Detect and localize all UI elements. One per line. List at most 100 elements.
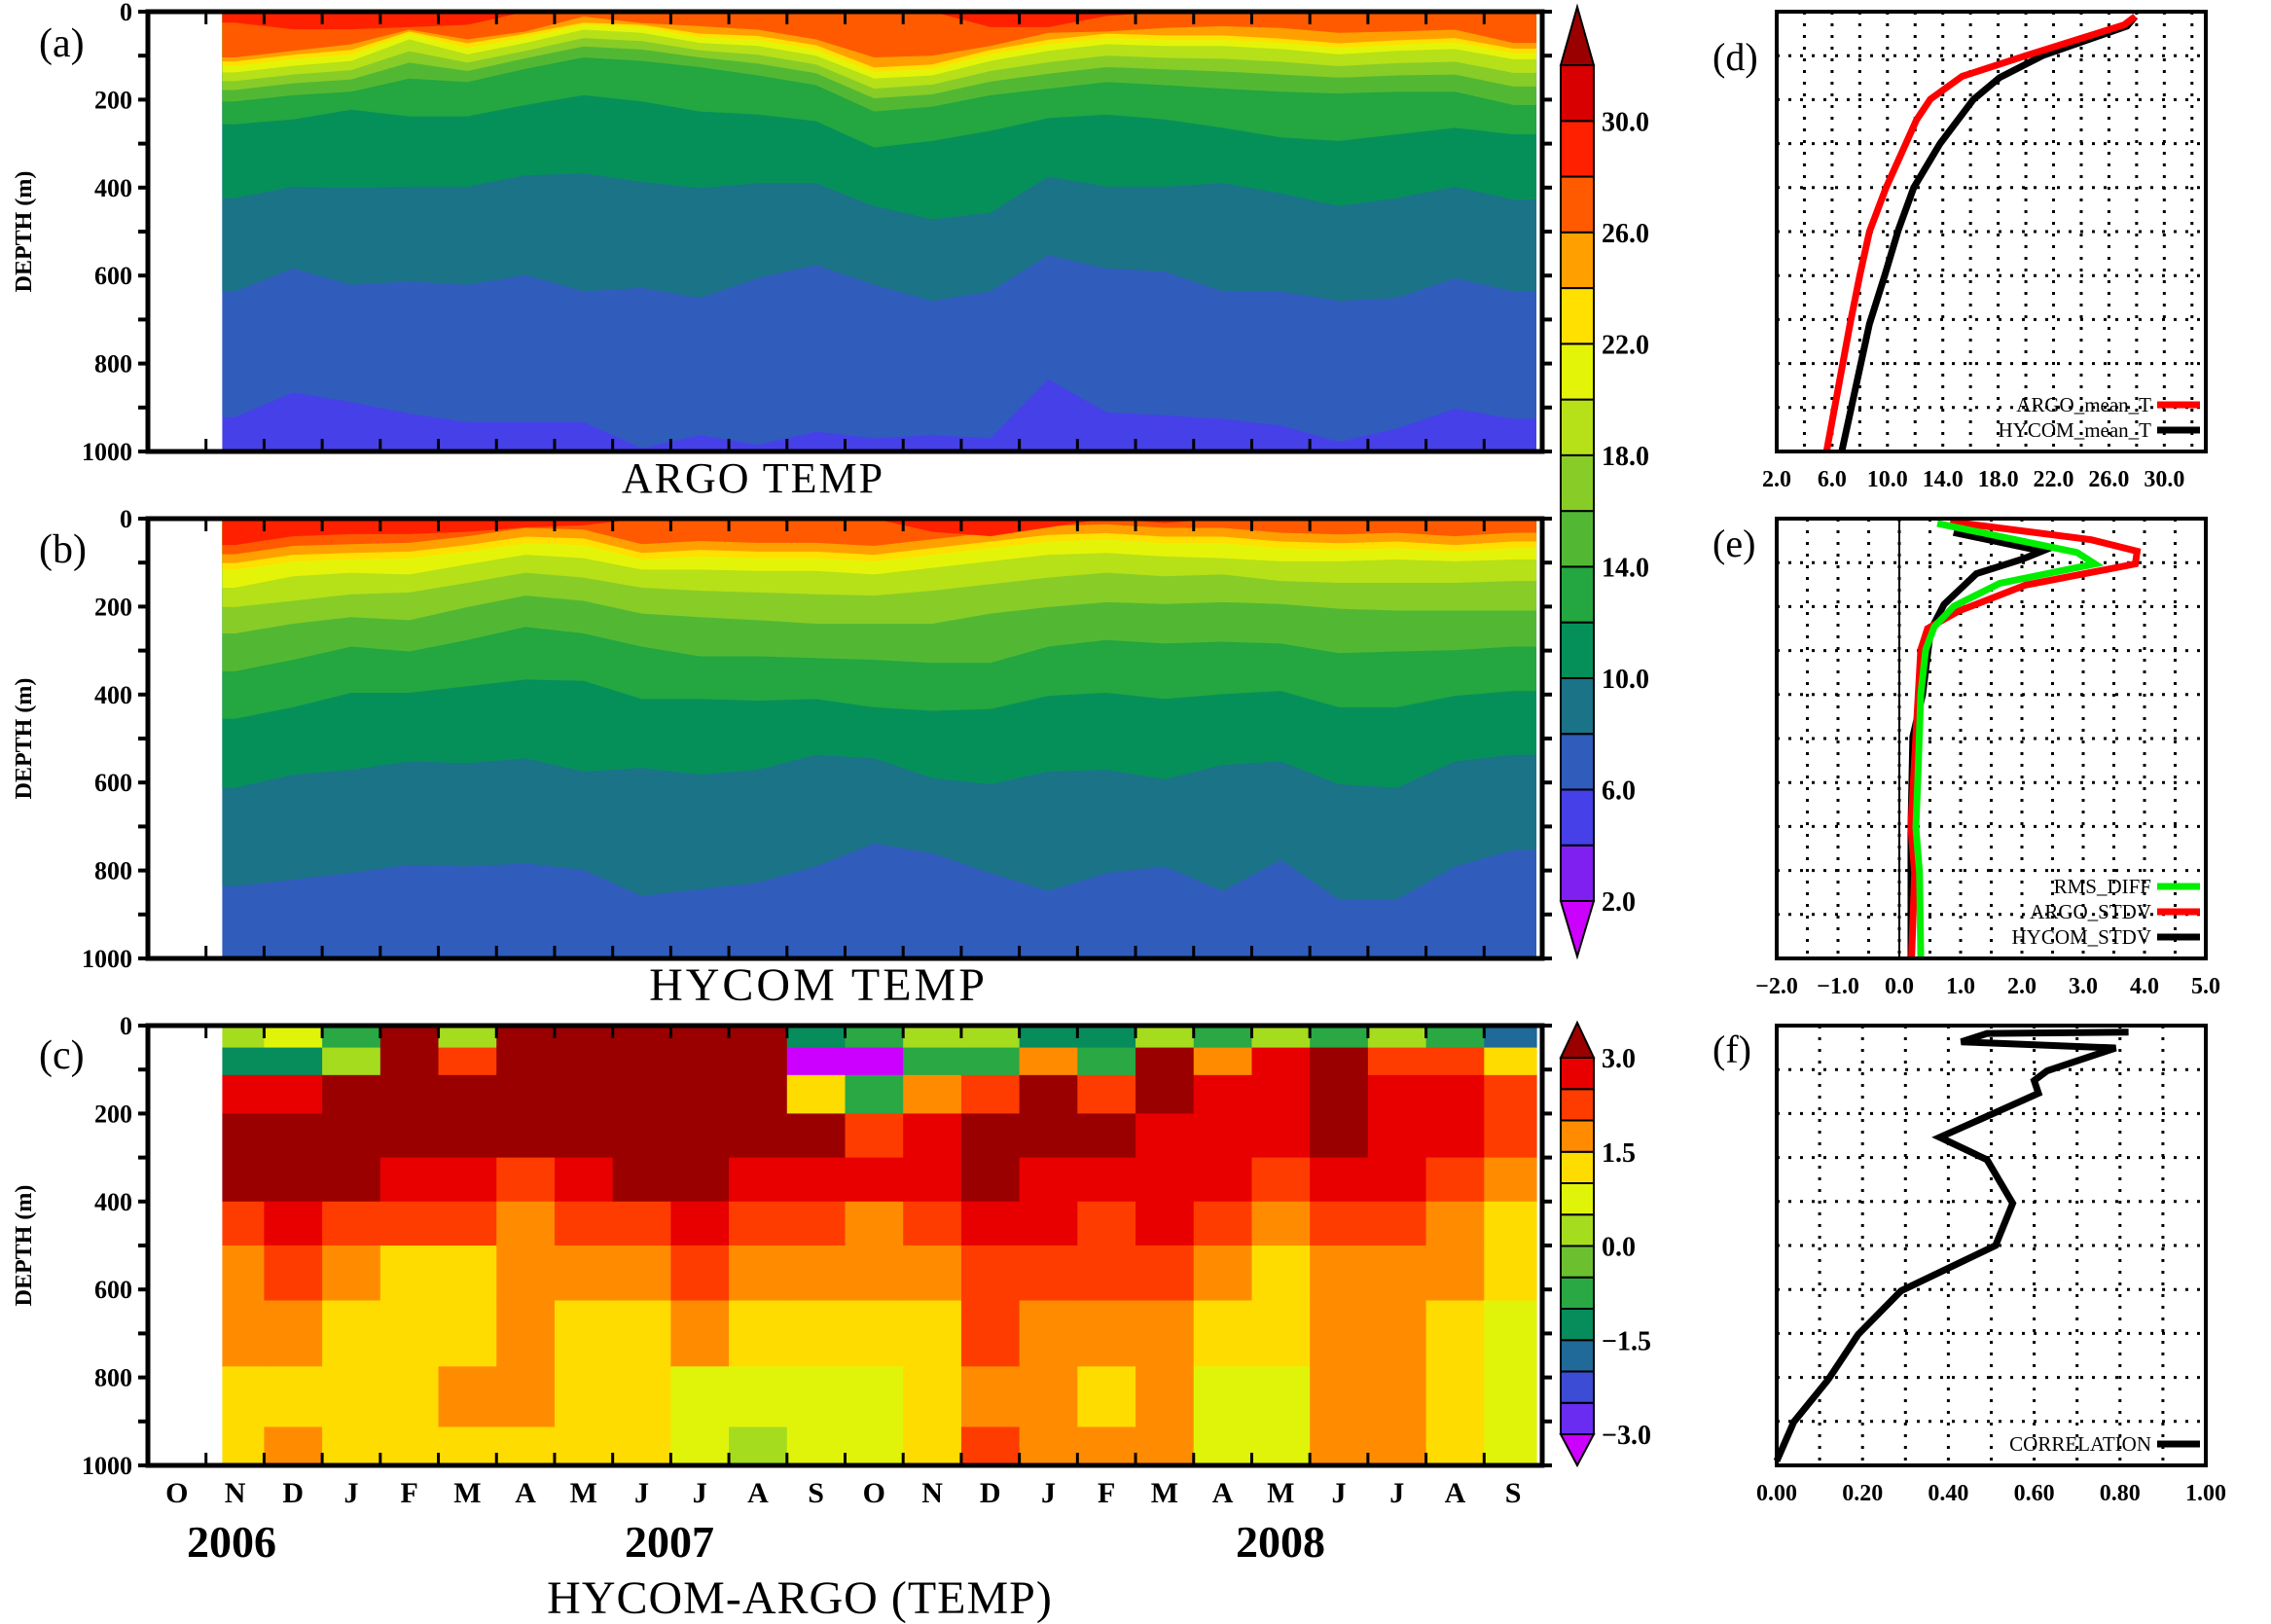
temperature-band bbox=[222, 519, 1537, 555]
difference-cell bbox=[1193, 1157, 1253, 1203]
difference-cell bbox=[554, 1157, 614, 1203]
difference-cell bbox=[903, 1026, 962, 1049]
difference-colorbar-swatch bbox=[1560, 1119, 1595, 1153]
difference-cell bbox=[1310, 1074, 1369, 1114]
temperature-colorbar-label: 14.0 bbox=[1602, 553, 1649, 583]
month-label: D bbox=[282, 1477, 304, 1509]
difference-cell bbox=[322, 1366, 381, 1428]
difference-cell bbox=[222, 1201, 266, 1246]
legend-label: HYCOM_mean_T bbox=[1999, 418, 2152, 442]
x-tick-label: 1.00 bbox=[2185, 1481, 2226, 1506]
difference-cell bbox=[1019, 1300, 1078, 1367]
depth-axis-label-c: DEPTH (m) bbox=[12, 1185, 37, 1307]
month-label: O bbox=[165, 1477, 188, 1509]
difference-cell bbox=[1193, 1047, 1253, 1076]
difference-cell bbox=[1077, 1426, 1136, 1466]
difference-cell bbox=[903, 1366, 962, 1428]
difference-cell bbox=[322, 1026, 381, 1049]
panel-label-d: (d) bbox=[1712, 35, 1758, 79]
x-tick-label: 4.0 bbox=[2130, 974, 2159, 999]
x-tick-label: 30.0 bbox=[2144, 467, 2184, 492]
difference-cell bbox=[322, 1113, 381, 1159]
difference-cell bbox=[322, 1157, 381, 1203]
month-label: A bbox=[1212, 1477, 1234, 1509]
difference-cell bbox=[845, 1157, 904, 1203]
difference-cell bbox=[1193, 1201, 1253, 1246]
temperature-colorbar-swatch bbox=[1560, 733, 1595, 791]
temperature-band bbox=[222, 12, 1537, 58]
depth-tick-label: 800 bbox=[94, 1364, 132, 1392]
difference-cell bbox=[729, 1426, 788, 1466]
difference-cell bbox=[729, 1245, 788, 1302]
temperature-colorbar-label: 22.0 bbox=[1602, 330, 1649, 360]
depth-tick-label: 0 bbox=[120, 0, 132, 26]
difference-cell bbox=[1310, 1157, 1369, 1203]
plot-frame-f bbox=[1775, 1024, 2208, 1467]
difference-cell bbox=[379, 1426, 440, 1466]
difference-cell bbox=[960, 1113, 1021, 1159]
x-tick-label: 18.0 bbox=[1978, 467, 2019, 492]
difference-colorbar-swatch bbox=[1560, 1245, 1595, 1279]
difference-cell bbox=[554, 1245, 614, 1302]
difference-cell bbox=[845, 1113, 904, 1159]
difference-cell bbox=[554, 1026, 614, 1049]
difference-cell bbox=[379, 1074, 440, 1114]
series-line-hycom-mean-t bbox=[1838, 14, 2139, 452]
difference-cell bbox=[1193, 1113, 1253, 1159]
difference-cell bbox=[1251, 1026, 1311, 1049]
difference-cell bbox=[1019, 1026, 1078, 1049]
difference-colorbar-swatch bbox=[1560, 1401, 1595, 1435]
difference-cell bbox=[379, 1047, 440, 1076]
difference-cell bbox=[1425, 1201, 1485, 1246]
difference-cell bbox=[1367, 1157, 1427, 1203]
x-tick-label: 5.0 bbox=[2191, 974, 2220, 999]
difference-cell bbox=[264, 1047, 323, 1076]
difference-cell bbox=[496, 1026, 556, 1049]
difference-cell bbox=[729, 1026, 788, 1049]
difference-cell bbox=[438, 1426, 497, 1466]
month-label: O bbox=[863, 1477, 885, 1509]
difference-cell bbox=[264, 1366, 323, 1428]
month-label: F bbox=[401, 1477, 418, 1509]
difference-cell bbox=[786, 1300, 847, 1367]
month-label: S bbox=[1505, 1477, 1522, 1509]
difference-colorbar-swatch bbox=[1560, 1150, 1595, 1184]
x-tick-label: 14.0 bbox=[1923, 467, 1964, 492]
temperature-colorbar-swatch bbox=[1560, 64, 1595, 123]
difference-cell bbox=[222, 1245, 266, 1302]
difference-cell bbox=[379, 1201, 440, 1246]
difference-cell bbox=[729, 1201, 788, 1246]
x-tick-label: 2.0 bbox=[1762, 467, 1791, 492]
depth-tick-label: 1000 bbox=[82, 1452, 132, 1480]
difference-cell bbox=[1484, 1047, 1537, 1076]
profile-plot-f bbox=[1773, 1024, 2208, 1467]
difference-cell bbox=[786, 1245, 847, 1302]
profile-plot-d bbox=[1775, 10, 2208, 453]
difference-colorbar-swatch bbox=[1560, 1088, 1595, 1122]
temperature-colorbar-label: 6.0 bbox=[1602, 776, 1636, 806]
difference-cell bbox=[1193, 1366, 1253, 1428]
month-label: A bbox=[1445, 1477, 1466, 1509]
temperature-colorbar-label: 30.0 bbox=[1602, 107, 1649, 137]
difference-cell bbox=[264, 1300, 323, 1367]
difference-cell bbox=[438, 1113, 497, 1159]
difference-cell bbox=[554, 1426, 614, 1466]
difference-cell bbox=[1136, 1201, 1195, 1246]
x-tick-label: 0.40 bbox=[1928, 1481, 1968, 1506]
depth-axis-label-b: DEPTH (m) bbox=[12, 678, 37, 800]
difference-cell bbox=[438, 1366, 497, 1428]
difference-cell bbox=[1193, 1026, 1253, 1049]
temperature-colorbar-swatch bbox=[1560, 788, 1595, 847]
difference-cell bbox=[554, 1201, 614, 1246]
depth-tick-label: 400 bbox=[94, 1188, 132, 1216]
difference-cell bbox=[1077, 1113, 1136, 1159]
legend-label: HYCOM_STDV bbox=[2011, 925, 2151, 949]
difference-cell bbox=[1310, 1245, 1369, 1302]
month-label: J bbox=[693, 1477, 707, 1509]
difference-cell bbox=[1251, 1300, 1311, 1367]
temperature-colorbar-label: 18.0 bbox=[1602, 442, 1649, 472]
difference-cell bbox=[496, 1157, 556, 1203]
difference-cell bbox=[786, 1113, 847, 1159]
legend-label: ARGO_mean_T bbox=[2016, 393, 2151, 416]
month-label: J bbox=[634, 1477, 649, 1509]
